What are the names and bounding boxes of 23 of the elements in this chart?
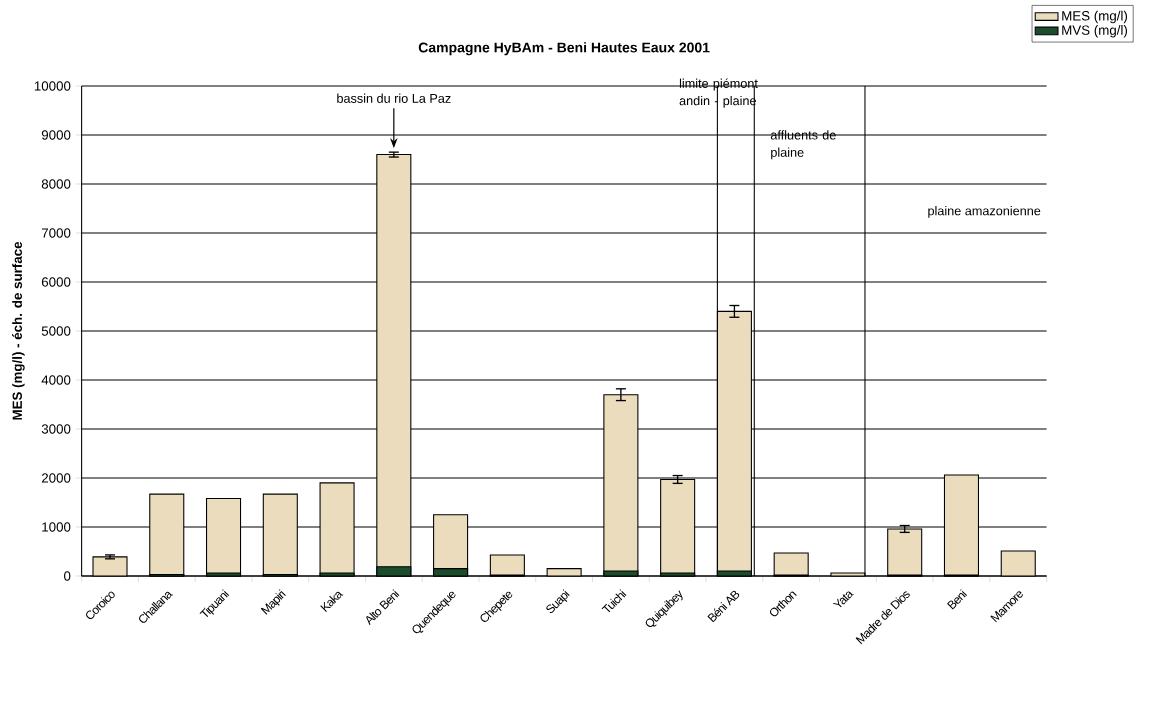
y-tick-label: 0 [64,571,71,581]
y-axis-title: MES (mg/l) - éch. de surface [12,241,25,420]
chart-title: Campagne HyBAm - Beni Hautes Eaux 2001 [418,42,710,56]
y-tick-label: 3000 [41,424,71,434]
annotation: affluents de plaine [770,130,836,160]
x-tick-label: Yata [832,591,854,608]
bar [489,554,525,577]
y-tick-label: 2000 [41,473,71,483]
y-tick-label: 9000 [41,130,71,140]
y-tick-label: 4000 [41,375,71,385]
y-tick-label: 10000 [34,81,71,91]
y-tick-label: 7000 [41,228,71,238]
y-tick-label: 8000 [41,179,71,189]
legend-label: MVS (mg/l) [1062,25,1128,38]
x-tick-label: Kaka [320,591,344,612]
y-tick-label: 5000 [41,326,71,336]
legend-label: MES (mg/l) [1062,10,1128,24]
y-tick-label: 6000 [41,277,71,287]
annotation: bassin du rio La Paz [337,93,451,103]
bar [773,552,809,577]
x-tick-label: Béni AB [707,590,740,623]
annotation: plaine amazonienne [928,206,1041,218]
y-tick-label: 1000 [42,522,71,532]
